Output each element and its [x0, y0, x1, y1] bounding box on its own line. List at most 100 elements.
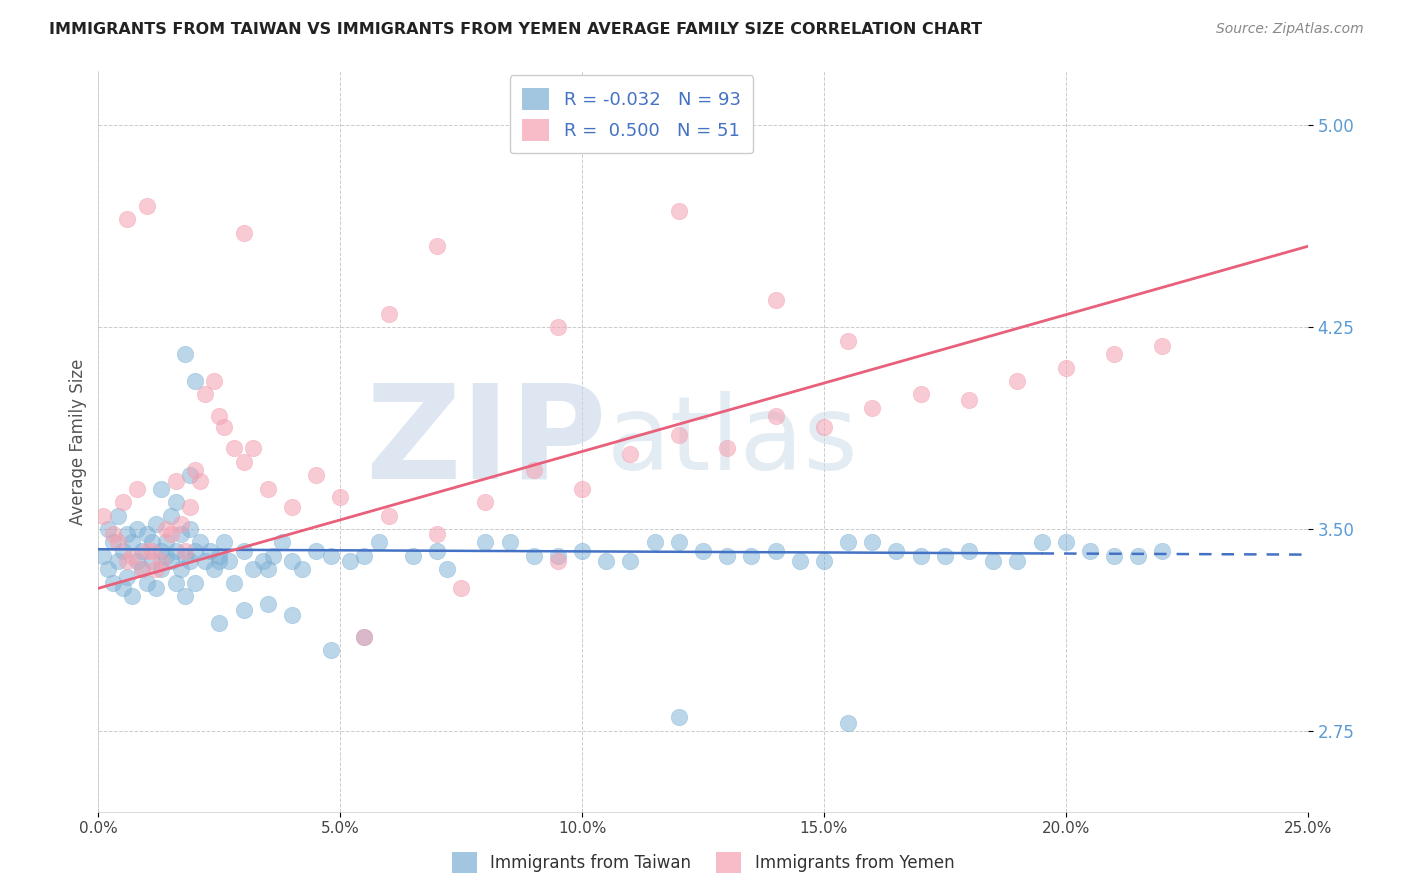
Point [232, 455, 254, 469]
Point [165, 575, 187, 590]
Text: ZIP: ZIP [364, 378, 606, 505]
Point [127, 554, 149, 568]
Point [117, 527, 139, 541]
Point [271, 535, 294, 549]
Point [668, 535, 690, 549]
Point [1152, 339, 1174, 353]
Point [547, 554, 569, 568]
Point [571, 482, 593, 496]
Point [174, 347, 197, 361]
Point [160, 508, 183, 523]
Point [474, 495, 496, 509]
Point [523, 463, 546, 477]
Point [135, 527, 157, 541]
Point [934, 549, 956, 563]
Point [174, 543, 197, 558]
Point [91, 549, 114, 563]
Point [668, 710, 690, 724]
Point [644, 535, 666, 549]
Point [619, 554, 641, 568]
Point [837, 535, 859, 549]
Point [101, 535, 124, 549]
Point [668, 204, 690, 219]
Point [179, 500, 201, 515]
Point [716, 442, 738, 456]
Point [160, 527, 183, 541]
Point [377, 307, 399, 321]
Point [957, 543, 980, 558]
Point [135, 199, 157, 213]
Point [169, 527, 191, 541]
Point [111, 495, 134, 509]
Point [256, 562, 278, 576]
Point [188, 535, 211, 549]
Point [208, 554, 231, 568]
Point [145, 562, 167, 576]
Point [204, 562, 226, 576]
Point [121, 535, 143, 549]
Point [339, 554, 361, 568]
Point [141, 535, 163, 549]
Point [981, 554, 1004, 568]
Point [165, 474, 187, 488]
Point [111, 581, 134, 595]
Point [218, 554, 240, 568]
Point [107, 508, 129, 523]
Point [353, 630, 375, 644]
Point [208, 549, 231, 563]
Point [117, 554, 139, 568]
Point [910, 549, 932, 563]
Point [97, 522, 120, 536]
Point [160, 554, 183, 568]
Point [1054, 360, 1077, 375]
Point [329, 490, 352, 504]
Point [232, 603, 254, 617]
Y-axis label: Average Family Size: Average Family Size [69, 359, 87, 524]
Point [222, 442, 245, 456]
Point [281, 608, 304, 623]
Point [547, 549, 569, 563]
Point [91, 508, 114, 523]
Point [242, 442, 264, 456]
Point [179, 554, 201, 568]
Point [765, 543, 787, 558]
Point [547, 320, 569, 334]
Point [290, 562, 312, 576]
Point [174, 590, 197, 604]
Point [208, 409, 231, 423]
Point [155, 522, 177, 536]
Point [716, 549, 738, 563]
Point [619, 447, 641, 461]
Point [1078, 543, 1101, 558]
Point [765, 409, 787, 423]
Point [813, 419, 835, 434]
Point [1128, 549, 1150, 563]
Point [668, 427, 690, 442]
Point [212, 419, 235, 434]
Point [595, 554, 617, 568]
Point [886, 543, 908, 558]
Point [353, 630, 375, 644]
Point [188, 474, 211, 488]
Point [740, 549, 762, 563]
Point [436, 562, 458, 576]
Point [145, 516, 167, 531]
Point [169, 516, 191, 531]
Point [194, 387, 217, 401]
Point [111, 543, 134, 558]
Point [1102, 347, 1125, 361]
Point [169, 562, 191, 576]
Text: atlas: atlas [606, 391, 858, 492]
Point [426, 239, 449, 253]
Point [150, 554, 173, 568]
Point [135, 575, 157, 590]
Point [204, 374, 226, 388]
Point [692, 543, 714, 558]
Point [165, 495, 187, 509]
Point [198, 543, 221, 558]
Point [402, 549, 425, 563]
Point [353, 549, 375, 563]
Text: Source: ZipAtlas.com: Source: ZipAtlas.com [1216, 22, 1364, 37]
Point [319, 643, 342, 657]
Point [150, 562, 173, 576]
